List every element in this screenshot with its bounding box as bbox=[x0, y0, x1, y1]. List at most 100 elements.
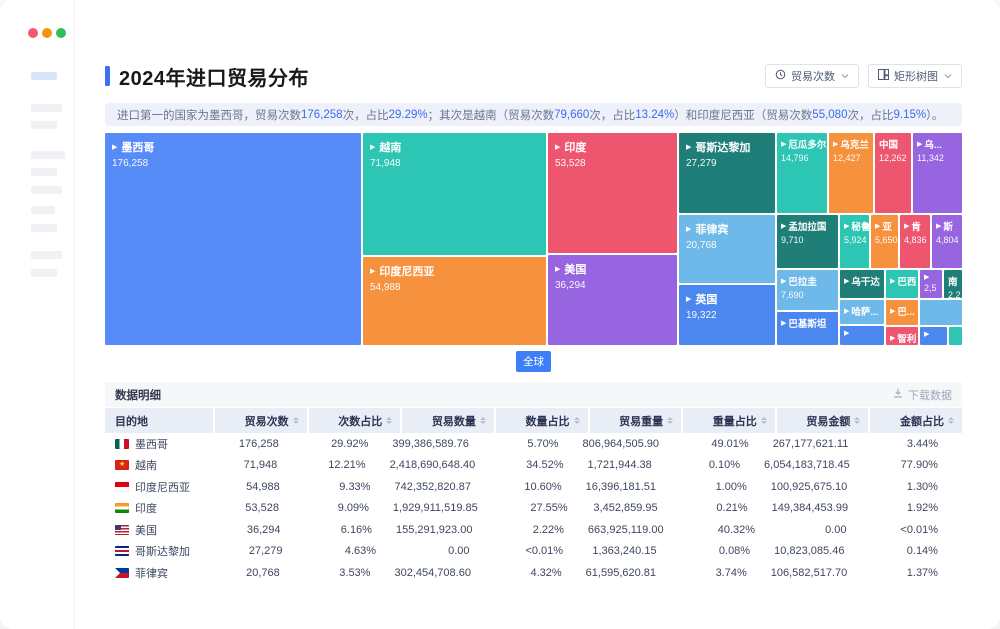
treemap-cell-philippines[interactable]: ▶ 菲律宾 20,768 bbox=[679, 215, 775, 283]
drilldown-arrow-icon: ▶ bbox=[904, 222, 910, 230]
minimize-window-icon[interactable] bbox=[42, 28, 52, 38]
treemap-cell-value: 9,710 bbox=[781, 235, 804, 245]
treemap-cell-ken-truncated[interactable]: ▶ 肯 4,836 bbox=[900, 215, 930, 268]
column-header-4[interactable]: 数量占比 bbox=[495, 408, 588, 433]
treemap-cell-value: 11,342 bbox=[917, 153, 944, 163]
close-window-icon[interactable] bbox=[28, 28, 38, 38]
maximize-window-icon[interactable] bbox=[56, 28, 66, 38]
chart-type-button[interactable]: 矩形树图 bbox=[868, 64, 962, 88]
sidebar-item[interactable] bbox=[31, 104, 62, 112]
sort-desc-icon bbox=[760, 421, 767, 424]
treemap-cell-bangladesh[interactable]: ▶ 孟加拉国 9,710 bbox=[777, 215, 838, 268]
column-header-3[interactable]: 贸易数量 bbox=[402, 408, 494, 433]
table-cell: 0.21% bbox=[716, 502, 748, 515]
treemap-cell-costa-rica[interactable]: ▶ 哥斯达黎加 27,279 bbox=[679, 133, 775, 213]
summary-stat: 9.15% bbox=[893, 108, 927, 121]
treemap-cell-pakistan[interactable]: ▶ 巴基斯坦 bbox=[777, 312, 838, 345]
treemap-cell-usa[interactable]: ▶ 美国 36,294 bbox=[548, 255, 677, 345]
drilldown-arrow-icon: ▶ bbox=[686, 295, 692, 303]
sidebar-item[interactable] bbox=[31, 186, 62, 194]
treemap-cell-paraguay[interactable]: ▶ 巴拉圭 7,690 bbox=[777, 270, 838, 310]
summary-banner: 进口第一的国家为墨西哥，贸易次数 176,258 次，占比 29.29% ；其次是越南（… bbox=[105, 103, 962, 126]
sidebar-item[interactable] bbox=[31, 206, 55, 214]
sidebar-item[interactable] bbox=[31, 269, 57, 277]
treemap-cell-peru[interactable]: ▶ 秘鲁 5,924 bbox=[840, 215, 869, 268]
column-header-5[interactable]: 贸易重量 bbox=[589, 408, 682, 433]
treemap-cell-unnamed-2[interactable]: ▶ 2,5 bbox=[920, 270, 942, 298]
table-row[interactable]: 印度尼西亚 54,988 9.33% 742,352,820.87 10.60% 16,3… bbox=[105, 476, 962, 498]
column-header-8[interactable]: 金额占比 bbox=[870, 408, 962, 433]
sort-icon[interactable] bbox=[760, 417, 767, 424]
sidebar-item[interactable] bbox=[31, 151, 65, 159]
treemap-cell-south-truncated[interactable]: 南 2,2 bbox=[944, 270, 962, 298]
table-cell: 1,721,944.38 bbox=[587, 459, 652, 472]
sort-asc-icon bbox=[667, 417, 674, 420]
treemap-cell-value: 27,279 bbox=[686, 158, 717, 169]
treemap-cell-unnamed-5[interactable] bbox=[949, 327, 962, 345]
treemap-cell-indonesia[interactable]: ▶ 印度尼西亚 54,988 bbox=[363, 257, 546, 345]
treemap-cell-mexico[interactable]: ▶ 墨西哥 176,258 bbox=[105, 133, 361, 345]
sort-desc-icon bbox=[854, 421, 861, 424]
sidebar-item[interactable] bbox=[31, 224, 57, 232]
drilldown-arrow-icon: ▶ bbox=[844, 330, 850, 337]
summary-text: ）。 bbox=[926, 109, 944, 122]
sort-icon[interactable] bbox=[573, 417, 580, 424]
treemap-cell-brazil[interactable]: ▶ 巴西 bbox=[886, 270, 918, 298]
sidebar-item[interactable] bbox=[31, 251, 62, 259]
destination-cell: 印度 bbox=[105, 500, 213, 516]
sidebar-item-active[interactable] bbox=[31, 72, 57, 80]
treemap-cell-china[interactable]: 中国 12,262 bbox=[875, 133, 911, 213]
summary-stat: 55,080 bbox=[812, 108, 848, 121]
sidebar-item[interactable] bbox=[31, 121, 57, 129]
download-data-button[interactable]: 下载数据 bbox=[892, 387, 952, 403]
treemap-cell-unnamed-4[interactable]: ▶ bbox=[920, 327, 947, 345]
treemap-cell-vietnam[interactable]: ▶ 越南 71,948 bbox=[363, 133, 546, 255]
table-cell: 2,418,690,648.40 bbox=[389, 459, 476, 472]
table-cell: 3.74% bbox=[715, 566, 747, 579]
data-table-section: 数据明细 下载数据 目的地 贸易次数 次数占比 贸易数量 数量占比 贸易重量 重量占比 贸易金… bbox=[105, 382, 962, 584]
sort-icon[interactable] bbox=[667, 417, 674, 424]
drilldown-arrow-icon: ▶ bbox=[686, 143, 692, 151]
treemap-cell-ya-truncated[interactable]: ▶ 亚 5,650 bbox=[871, 215, 898, 268]
table-row[interactable]: 美国 36,294 6.16% 155,291,923.00 2.22% 663,925,… bbox=[105, 519, 962, 541]
drilldown-arrow-icon: ▶ bbox=[686, 225, 692, 233]
treemap-cell-unnamed-1[interactable]: ▶ bbox=[840, 326, 884, 345]
destination-name: 印度 bbox=[135, 503, 157, 516]
treemap-cell-ecuador[interactable]: ▶ 厄瓜多尔 14,796 bbox=[777, 133, 827, 213]
column-header-7[interactable]: 贸易金额 bbox=[776, 408, 869, 433]
treemap-cell-ukraine[interactable]: ▶ 乌克兰 12,427 bbox=[829, 133, 873, 213]
treemap-cell-uk[interactable]: ▶ 英国 19,322 bbox=[679, 285, 775, 345]
column-header-1[interactable]: 贸易次数 bbox=[215, 408, 307, 433]
treemap-cell-unnamed-3[interactable] bbox=[920, 300, 962, 325]
treemap-cell-value: 12,427 bbox=[833, 153, 861, 163]
chevron-down-icon bbox=[944, 70, 952, 82]
sort-icon[interactable] bbox=[292, 417, 299, 424]
treemap-cell-uganda[interactable]: ▶ 乌干达 bbox=[840, 270, 884, 298]
summary-text: ）和印度尼西亚（贸易次数 bbox=[674, 109, 813, 122]
table-row[interactable]: 菲律宾 20,768 3.53% 302,454,708.60 4.32% 61,595,… bbox=[105, 562, 962, 584]
treemap-cell-kazakh-truncated[interactable]: ▶ 哈萨... bbox=[840, 300, 884, 324]
table-row[interactable]: 哥斯达黎加 27,279 4.63% 0.00 <0.01% 1,363,240.15 0.… bbox=[105, 541, 962, 563]
table-row[interactable]: ★ 越南 71,948 12.21% 2,418,690,648.40 34.52% 1,7… bbox=[105, 455, 962, 477]
column-header-2[interactable]: 次数占比 bbox=[308, 408, 401, 433]
sidebar-item[interactable] bbox=[31, 168, 57, 176]
table-row[interactable]: 墨西哥 176,258 29.92% 399,386,589.76 5.70% 806,9… bbox=[105, 433, 962, 455]
treemap-cell-label: ▶ 印度尼西亚 bbox=[370, 266, 435, 278]
sort-icon[interactable] bbox=[386, 417, 393, 424]
treemap-cell-ba-truncated[interactable]: ▶ 巴... bbox=[886, 300, 918, 325]
treemap-cell-chile[interactable]: ▶ 智利 bbox=[886, 327, 918, 345]
sort-icon[interactable] bbox=[479, 417, 486, 424]
sort-icon[interactable] bbox=[948, 417, 954, 424]
column-header-6[interactable]: 重量占比 bbox=[683, 408, 775, 433]
table-cell: 4.63% bbox=[344, 545, 377, 558]
treemap-cell-wu-truncated[interactable]: ▶ 乌... 11,342 bbox=[913, 133, 962, 213]
treemap-cell-label: ▶ 乌克兰 bbox=[833, 140, 869, 151]
title-accent-bar bbox=[105, 66, 110, 86]
sort-icon[interactable] bbox=[854, 417, 861, 424]
treemap-cell-india[interactable]: ▶ 印度 53,528 bbox=[548, 133, 677, 253]
metric-select-button[interactable]: 贸易次数 bbox=[765, 64, 859, 88]
table-row[interactable]: 印度 53,528 9.09% 1,929,911,519.85 27.55% 3,452… bbox=[105, 498, 962, 520]
treemap-root-button[interactable]: 全球 bbox=[516, 351, 551, 372]
treemap-cell-si-truncated[interactable]: ▶ 斯 4,804 bbox=[932, 215, 962, 268]
flag-icon-cr bbox=[115, 546, 129, 557]
